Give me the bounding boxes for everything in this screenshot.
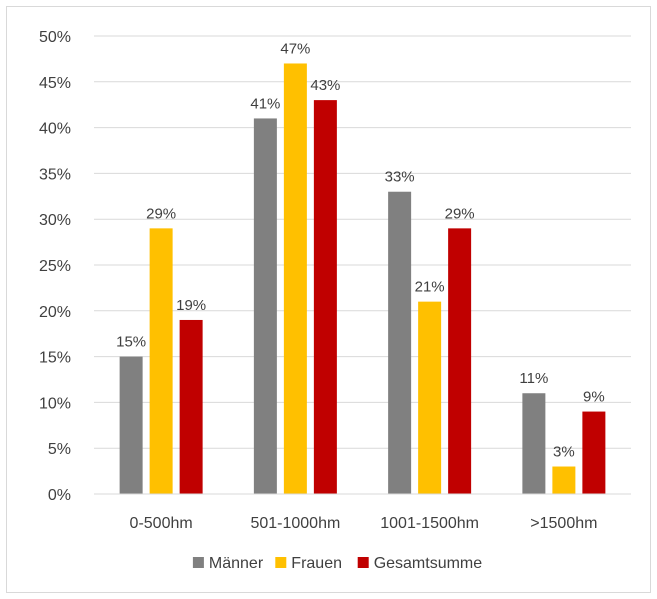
y-tick-label: 40% — [39, 121, 71, 138]
data-label-m-nner: 11% — [519, 370, 548, 387]
bar-m-nner — [119, 356, 143, 494]
y-tick-label: 35% — [39, 166, 71, 183]
data-label-m-nner: 33% — [385, 169, 415, 186]
y-tick-label: 0% — [48, 487, 71, 504]
bar-m-nner — [253, 118, 277, 494]
legend-swatch-gesamtsumme — [357, 557, 369, 568]
data-label-m-nner: 41% — [250, 95, 280, 112]
y-tick-label: 25% — [39, 258, 71, 275]
legend-label-m-nner: Männer — [209, 555, 264, 572]
bar-m-nner — [522, 393, 546, 494]
bar-gesamtsumme — [448, 228, 472, 495]
bar-chart: 0% 5% 10% 15% 20% 25% 30% 35% 40% 45% 50% 0-500hm 50… — [39, 29, 631, 572]
x-category-label: >1500hm — [530, 515, 597, 532]
x-category-label: 501-1000hm — [250, 515, 340, 532]
data-label-frauen: 29% — [146, 205, 176, 222]
bar-frauen — [552, 466, 576, 494]
chart-frame: 0% 5% 10% 15% 20% 25% 30% 35% 40% 45% 50% 0-500hm 50… — [6, 6, 651, 593]
bar-gesamtsumme — [313, 100, 337, 495]
data-labels: 15% 29% 19% 41% 47% 43% 33% 21% 29% 11% 3% 9% — [116, 40, 605, 460]
bar-frauen — [283, 63, 307, 494]
bar-frauen — [149, 228, 173, 495]
y-tick-label: 45% — [39, 75, 71, 92]
data-label-gesamtsumme: 19% — [176, 297, 206, 314]
data-label-m-nner: 15% — [116, 334, 146, 351]
bars — [119, 63, 606, 495]
gridlines — [94, 35, 631, 449]
legend-swatch-m-nner — [192, 557, 204, 568]
bar-gesamtsumme — [582, 411, 606, 494]
data-label-frauen: 3% — [553, 444, 575, 461]
legend-label-frauen: Frauen — [291, 555, 342, 572]
y-tick-label: 15% — [39, 350, 71, 367]
axes: 0% 5% 10% 15% 20% 25% 30% 35% 40% 45% 50% 0-500hm 50… — [39, 29, 631, 532]
bar-m-nner — [388, 191, 412, 494]
y-tick-label: 50% — [39, 29, 71, 46]
bar-gesamtsumme — [179, 319, 203, 494]
data-label-gesamtsumme: 43% — [310, 77, 340, 94]
x-category-label: 0-500hm — [130, 515, 193, 532]
data-label-frauen: 47% — [280, 40, 310, 57]
data-label-gesamtsumme: 29% — [445, 205, 475, 222]
data-label-gesamtsumme: 9% — [583, 389, 605, 406]
y-tick-label: 5% — [48, 441, 71, 458]
y-tick-label: 10% — [39, 395, 71, 412]
y-tick-label: 30% — [39, 212, 71, 229]
bar-frauen — [418, 301, 442, 494]
legend-swatch-frauen — [275, 557, 287, 568]
x-category-label: 1001-1500hm — [380, 515, 479, 532]
legend-label-gesamtsumme: Gesamtsumme — [374, 555, 483, 572]
legend: Männer Frauen Gesamtsumme — [192, 555, 483, 572]
y-tick-label: 20% — [39, 304, 71, 321]
data-label-frauen: 21% — [415, 279, 445, 296]
